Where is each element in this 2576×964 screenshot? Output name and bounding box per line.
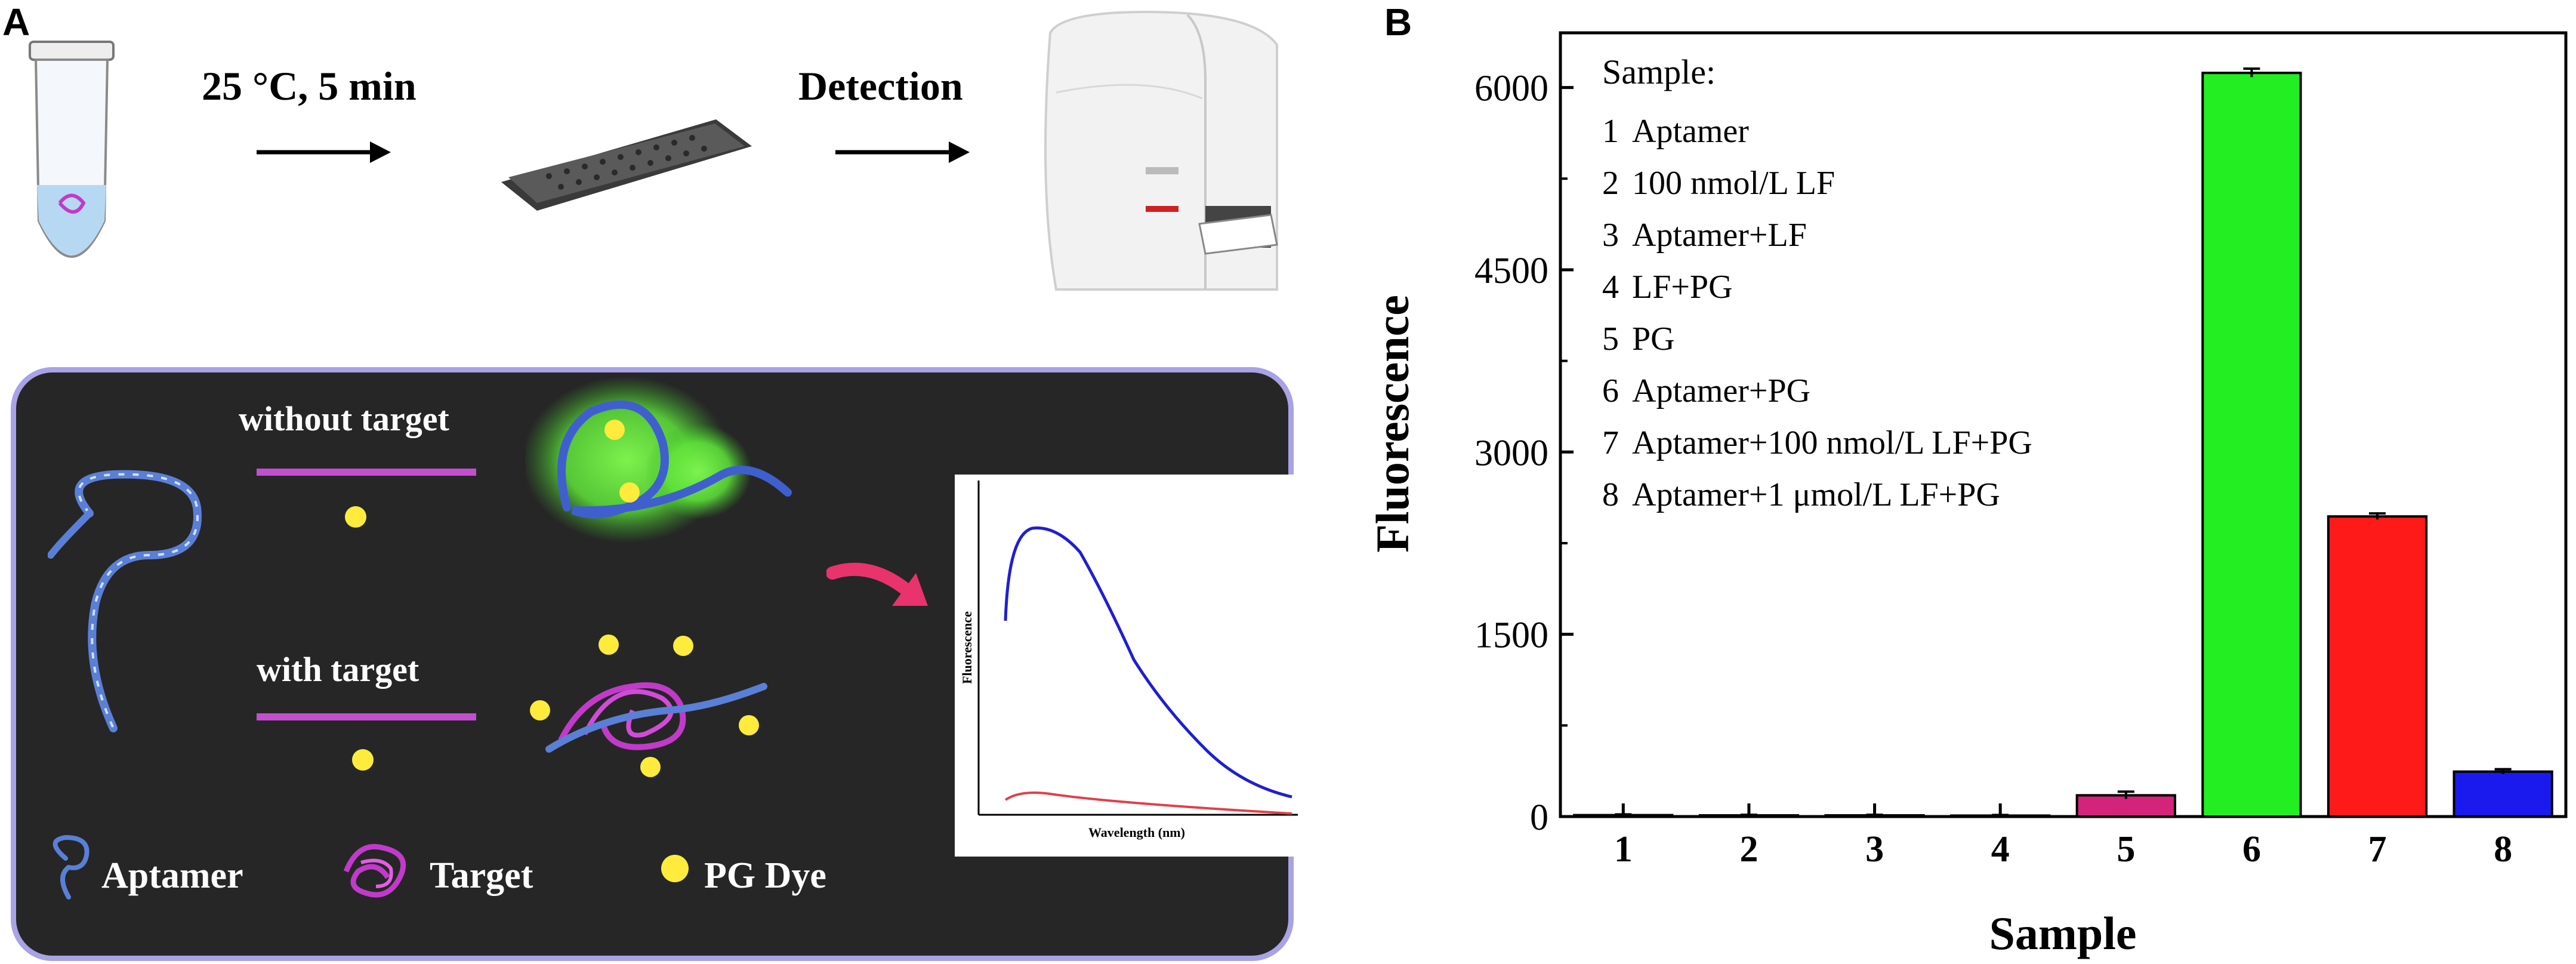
inset-ylabel: Fluorescence	[960, 611, 974, 684]
y-tick-label: 4500	[1474, 251, 1548, 291]
bar-sample-8	[2452, 770, 2553, 818]
legend-item: 8 Aptamer+1 μmol/L LF+PG	[1602, 476, 2000, 513]
y-axis-label: Fluorescence	[1366, 295, 1418, 553]
microplate-illustration	[501, 119, 752, 211]
bar-sample-6	[2201, 72, 2302, 818]
target-legend-label: Target	[430, 855, 533, 896]
target-legend-icon	[343, 843, 406, 898]
y-tick-label: 3000	[1474, 433, 1548, 473]
legend-item: 4 LF+PG	[1602, 269, 1733, 306]
aptamer-legend-icon	[53, 834, 90, 900]
plot-frame	[1559, 31, 2568, 818]
bars	[1573, 67, 2553, 818]
curved-arrow	[826, 562, 928, 606]
detection-step-label: Detection	[798, 63, 963, 109]
x-tick-label: 3	[1865, 829, 1884, 870]
y-axis: 0 1500 3000 4500 6000	[1474, 69, 1574, 838]
x-tick-label: 5	[2117, 829, 2135, 870]
x-axis: 1 2 3 4 5 6 7 8	[1614, 803, 2512, 870]
x-tick-label: 4	[1991, 829, 2010, 870]
x-tick-label: 7	[2368, 829, 2387, 870]
panel-b-letter: B	[1384, 1, 1412, 44]
legend-item: 2 100 nmol/L LF	[1602, 165, 1835, 202]
legend-item: 1 Aptamer	[1602, 113, 1749, 150]
without-target-label: without target	[239, 399, 449, 438]
free-dye-dot-2	[352, 749, 374, 771]
plate-reader-illustration	[1044, 10, 1278, 291]
x-tick-label: 8	[2494, 829, 2512, 870]
legend-item: 7 Aptamer+100 nmol/L LF+PG	[1602, 424, 2032, 461]
spectrum-inset-plot: Fluorescence Wavelength (nm)	[960, 481, 1298, 840]
free-dye-dot	[345, 506, 366, 528]
x-tick-label: 1	[1614, 829, 1633, 870]
inset-xlabel: Wavelength (nm)	[1088, 825, 1185, 840]
sample-legend: Sample: 1 Aptamer 2 100 nmol/L LF 3 Aptamer+L…	[1602, 53, 2032, 513]
aptamer-target-complex-illustration	[530, 635, 767, 777]
bar-sample-7	[2327, 515, 2428, 818]
panel-a-letter: A	[2, 1, 30, 44]
y-tick-label: 6000	[1474, 69, 1548, 109]
y-tick-label: 0	[1530, 797, 1548, 838]
x-tick-label: 6	[2242, 829, 2261, 870]
spectrum-inset	[955, 475, 1307, 857]
incubation-step-label: 25 °C, 5 min	[202, 63, 417, 109]
aptamer-dye-complex-illustration	[525, 376, 792, 543]
x-tick-label: 2	[1739, 829, 1758, 870]
free-aptamer-illustration	[48, 470, 202, 732]
y-tick-label: 1500	[1474, 615, 1548, 656]
legend-title: Sample:	[1602, 53, 1716, 91]
dye-legend-label: PG Dye	[704, 855, 826, 896]
legend-item: 3 Aptamer+LF	[1602, 217, 1807, 254]
legend-item: 5 PG	[1602, 321, 1675, 358]
x-axis-label: Sample	[1989, 907, 2136, 959]
dye-legend-icon	[661, 855, 689, 882]
centrifuge-tube-illustration	[29, 41, 115, 258]
legend-item: 6 Aptamer+PG	[1602, 372, 1810, 409]
incubation-arrow	[257, 141, 391, 163]
with-target-arrow-bar	[257, 713, 476, 720]
with-target-label: with target	[257, 650, 419, 689]
fluorescence-curve-low	[1004, 791, 1292, 815]
aptamer-legend-label: Aptamer	[101, 855, 243, 896]
without-target-arrow-bar	[257, 469, 476, 476]
fluorescence-curve-high	[1004, 526, 1292, 799]
detection-arrow	[835, 141, 970, 163]
